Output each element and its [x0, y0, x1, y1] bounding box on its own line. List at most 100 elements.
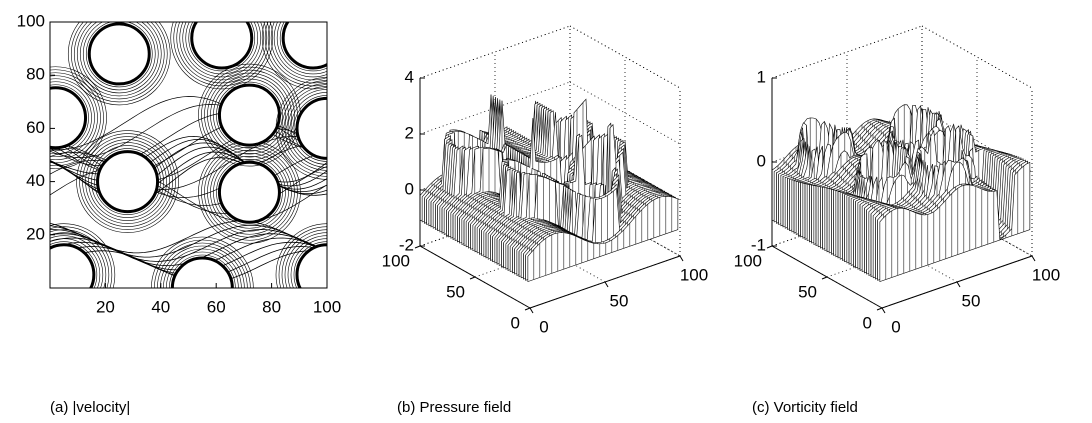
y-tick-label: 50	[446, 282, 465, 301]
y-tick-label: 60	[26, 118, 45, 137]
contour-ring	[216, 158, 283, 226]
contour-ring	[50, 72, 101, 164]
obstacle	[217, 83, 281, 147]
contour-ring	[88, 142, 167, 221]
y-tick	[821, 276, 828, 280]
contour-ring	[284, 232, 327, 288]
caption: (a) |velocity|	[50, 399, 130, 416]
contour-ring	[281, 83, 327, 174]
contour-ring	[76, 130, 179, 233]
x-tick	[881, 307, 886, 314]
contour-ring	[276, 22, 327, 75]
y-tick-label: 100	[734, 251, 762, 270]
contour-ring	[160, 245, 245, 288]
contour-ring	[204, 146, 295, 238]
z-tick-label: 0	[405, 179, 414, 198]
contour-ring	[290, 92, 327, 165]
contour-line	[50, 146, 327, 194]
contour-ring	[70, 22, 168, 103]
x-tick-label: 100	[313, 297, 341, 316]
x-tick-label: 20	[96, 297, 115, 316]
x-tick	[604, 281, 609, 288]
contour-ring	[91, 145, 164, 218]
obstacle	[170, 256, 234, 288]
x-tick-label: 50	[962, 291, 981, 310]
contour-ring	[50, 241, 98, 288]
x-tick-label: 40	[151, 297, 170, 316]
y-tick-label: 100	[17, 11, 45, 30]
contour-ring	[176, 22, 268, 84]
contour-ring	[210, 152, 289, 232]
obstacle	[190, 22, 254, 70]
contour-ring	[293, 241, 327, 288]
grid-line	[771, 25, 923, 79]
contour-ring	[213, 78, 286, 152]
contour-ring	[157, 242, 248, 288]
contour-ring	[261, 22, 327, 90]
contour-ring	[50, 235, 104, 288]
contour-line	[50, 120, 327, 174]
z-tick-label: 2	[405, 123, 414, 142]
contour-ring	[216, 81, 283, 149]
contour-ring	[73, 22, 165, 100]
contour-ring	[290, 238, 327, 288]
x-tick-label: 60	[207, 297, 226, 316]
contour-ring	[275, 223, 327, 288]
contour-line	[50, 104, 327, 158]
x-tick-label: 100	[1032, 265, 1060, 284]
contour-ring	[270, 22, 327, 81]
contour-ring	[50, 84, 89, 152]
contour-ring	[85, 139, 170, 224]
y-tick	[524, 307, 531, 311]
contour-ring	[79, 133, 176, 230]
contour-ring	[284, 86, 327, 171]
contour-ring	[50, 232, 107, 288]
contour-plot: 20 40 60 80 100 20 40 60 80 100	[17, 11, 342, 316]
contour-line	[50, 159, 327, 214]
obstacle	[50, 243, 96, 288]
x-tick-label: 100	[680, 265, 708, 284]
y-tick-label: 0	[863, 313, 872, 332]
contour-ring	[287, 235, 327, 288]
contour-ring	[50, 69, 104, 167]
surface-mesh	[419, 94, 679, 283]
contour-ring	[79, 22, 159, 94]
obstacle	[295, 243, 327, 288]
contour-ring	[166, 251, 239, 288]
contour-ring	[50, 229, 110, 288]
contour-line	[50, 144, 327, 198]
contour-ring	[50, 66, 107, 170]
contour-ring	[201, 66, 298, 164]
y-tick-label: 0	[511, 313, 520, 332]
contour-ring	[278, 80, 327, 177]
x-tick-label: 80	[262, 297, 281, 316]
x-tick-label: 0	[891, 317, 900, 336]
caption: (b) Pressure field	[397, 399, 511, 416]
contour-ring	[179, 22, 265, 81]
contour-ring	[281, 229, 327, 288]
contour-line	[50, 152, 327, 206]
contour-ring	[50, 75, 98, 161]
z-tick-label: 0	[757, 151, 766, 170]
obstacle	[281, 22, 327, 70]
z-tick-label: 1	[757, 67, 766, 86]
y-tick-label: 40	[26, 171, 45, 190]
contour-ring	[279, 22, 327, 72]
obstacle	[50, 86, 88, 150]
obstacle	[295, 96, 327, 160]
x-tick	[956, 281, 961, 288]
y-tick-label: 20	[26, 224, 45, 243]
surface-mesh	[771, 104, 1031, 283]
grid-line	[419, 25, 571, 79]
x-tick-label: 0	[539, 317, 548, 336]
x-tick	[1031, 255, 1036, 262]
contour-line	[50, 224, 327, 258]
contour-line	[50, 220, 327, 254]
contour-ring	[278, 226, 327, 288]
y-tick	[414, 245, 421, 249]
contour-ring	[169, 254, 236, 288]
y-tick	[876, 307, 883, 311]
